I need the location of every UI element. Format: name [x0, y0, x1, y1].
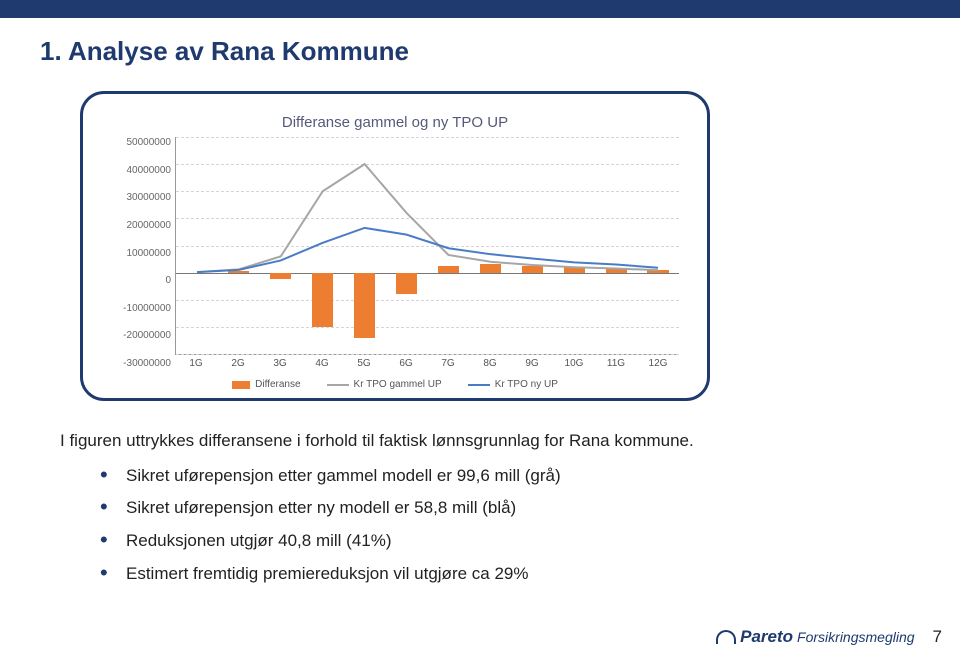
legend-item-ny: Kr TPO ny UP — [468, 379, 558, 390]
page-title: 1. Analyse av Rana Kommune — [40, 36, 960, 67]
y-tick-label: 40000000 — [111, 165, 171, 176]
x-tick-label: 6G — [385, 358, 427, 369]
intro-paragraph: I figuren uttrykkes differansene i forho… — [60, 429, 820, 454]
grid-line — [176, 354, 679, 355]
legend-item-diff: Differanse — [232, 379, 300, 390]
plot-wrap: 1G2G3G4G5G6G7G8G9G10G11G12G — [175, 137, 679, 369]
chart-plot — [175, 137, 679, 355]
y-tick-label: 10000000 — [111, 248, 171, 259]
x-tick-label: 10G — [553, 358, 595, 369]
footer: Pareto Forsikringsmegling 7 — [716, 627, 942, 647]
bullet-item: Sikret uførepensjon etter ny modell er 5… — [100, 496, 820, 521]
x-tick-label: 8G — [469, 358, 511, 369]
y-tick-label: 50000000 — [111, 137, 171, 148]
chart-line — [197, 164, 658, 272]
x-tick-label: 2G — [217, 358, 259, 369]
x-tick-label: 3G — [259, 358, 301, 369]
y-tick-label: 30000000 — [111, 192, 171, 203]
x-tick-label: 5G — [343, 358, 385, 369]
header-bar — [0, 0, 960, 18]
y-tick-label: -20000000 — [111, 330, 171, 341]
x-axis: 1G2G3G4G5G6G7G8G9G10G11G12G — [175, 355, 679, 369]
brand-logo: Pareto Forsikringsmegling — [716, 627, 914, 647]
legend-label: Differanse — [255, 379, 300, 390]
x-tick-label: 1G — [175, 358, 217, 369]
y-tick-label: -30000000 — [111, 358, 171, 369]
legend-swatch-bar — [232, 381, 250, 389]
chart-title: Differanse gammel og ny TPO UP — [111, 114, 679, 131]
chart-lines-svg — [176, 137, 679, 354]
x-tick-label: 11G — [595, 358, 637, 369]
bullet-item: Estimert fremtidig premiereduksjon vil u… — [100, 562, 820, 587]
legend-swatch-line — [327, 384, 349, 386]
y-axis: 50000000 40000000 30000000 20000000 10000000… — [111, 137, 175, 369]
chart-card: Differanse gammel og ny TPO UP 50000000 4… — [80, 91, 710, 401]
bullet-item: Sikret uførepensjon etter gammel modell … — [100, 464, 820, 489]
y-tick-label: -10000000 — [111, 303, 171, 314]
logo-arc-icon — [716, 630, 736, 644]
brand-sub: Forsikringsmegling — [797, 629, 914, 645]
bullet-list: Sikret uførepensjon etter gammel modell … — [100, 464, 820, 587]
legend-label: Kr TPO gammel UP — [354, 379, 442, 390]
body-text: I figuren uttrykkes differansene i forho… — [60, 429, 820, 586]
legend-label: Kr TPO ny UP — [495, 379, 558, 390]
y-tick-label: 20000000 — [111, 220, 171, 231]
x-tick-label: 7G — [427, 358, 469, 369]
x-tick-label: 9G — [511, 358, 553, 369]
brand-name: Pareto — [740, 627, 793, 647]
x-tick-label: 12G — [637, 358, 679, 369]
x-tick-label: 4G — [301, 358, 343, 369]
chart-area: 50000000 40000000 30000000 20000000 10000000… — [111, 137, 679, 369]
chart-legend: Differanse Kr TPO gammel UP Kr TPO ny UP — [111, 379, 679, 390]
legend-swatch-line — [468, 384, 490, 386]
legend-item-gammel: Kr TPO gammel UP — [327, 379, 442, 390]
page-number: 7 — [933, 627, 942, 647]
y-tick-label: 0 — [111, 275, 171, 286]
bullet-item: Reduksjonen utgjør 40,8 mill (41%) — [100, 529, 820, 554]
